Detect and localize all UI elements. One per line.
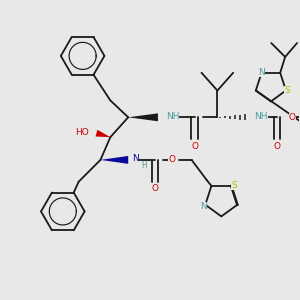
Text: O: O <box>289 113 296 122</box>
Text: N: N <box>200 202 207 211</box>
Text: O: O <box>168 155 175 164</box>
Text: NH: NH <box>254 112 268 121</box>
Text: H: H <box>141 161 147 170</box>
Text: O: O <box>273 142 280 151</box>
Text: NH: NH <box>166 112 179 121</box>
Text: O: O <box>191 142 198 151</box>
Polygon shape <box>128 113 158 121</box>
Text: O: O <box>152 184 158 193</box>
Text: S: S <box>284 86 290 95</box>
Polygon shape <box>100 156 128 164</box>
Polygon shape <box>95 130 110 137</box>
Text: N: N <box>258 68 265 77</box>
Text: HO: HO <box>75 128 88 137</box>
Text: N: N <box>132 154 139 164</box>
Text: S: S <box>231 182 237 190</box>
